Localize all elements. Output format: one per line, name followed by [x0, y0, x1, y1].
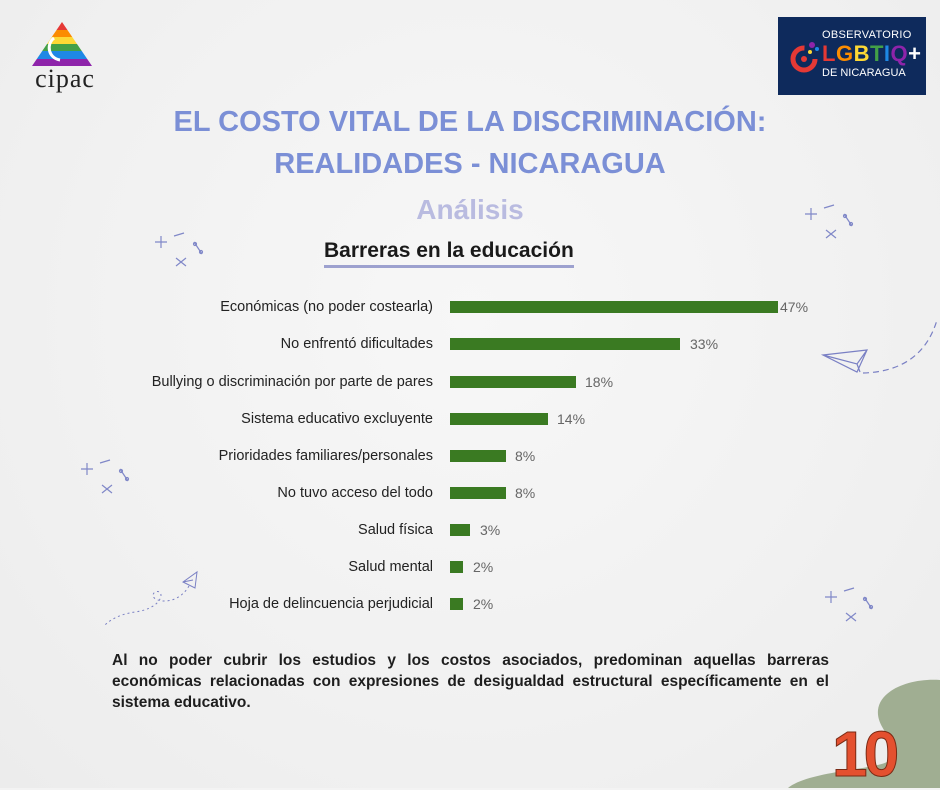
bar-label: Bullying o discriminación por parte de p…: [151, 374, 433, 390]
bar-value: 18%: [585, 374, 614, 390]
chart-row: Salud física 3%: [0, 520, 940, 540]
bar: [450, 413, 548, 425]
bar-value: 8%: [515, 485, 536, 501]
decorative-blob: [788, 679, 940, 788]
bar: [450, 450, 506, 462]
chart-row: No tuvo acceso del todo 8%: [0, 483, 940, 503]
chart-row: No enfrentó dificultades 33%: [0, 334, 940, 354]
bar-value: 33%: [690, 336, 719, 352]
bar: [450, 376, 576, 388]
paper-plane-icon: [105, 570, 198, 625]
chart-row: Sistema educativo excluyente 14%: [0, 409, 940, 429]
math-symbols-icon: [825, 587, 874, 622]
bar-label: No enfrentó dificultades: [280, 336, 433, 352]
bar-value: 2%: [473, 596, 494, 612]
bar: [450, 561, 463, 573]
page-number: 10: [831, 718, 899, 790]
page-title-line1: EL COSTO VITAL DE LA DISCRIMINACIÓN:: [173, 106, 767, 138]
paper-plane-icon: [820, 320, 938, 374]
bar-value: 14%: [557, 411, 586, 427]
page-subtitle: Análisis: [416, 194, 524, 225]
bar-label: Económicas (no poder costearla): [220, 299, 433, 315]
bar: [450, 487, 506, 499]
math-symbols-icon: [805, 204, 854, 239]
chart-row: Hoja de delincuencia perjudicial 2%: [0, 594, 940, 614]
bar-label: Salud mental: [348, 559, 433, 575]
bar: [450, 338, 680, 350]
bar: [450, 598, 463, 610]
math-symbols-icon: [155, 232, 204, 267]
analysis-note: Al no poder cubrir los estudios y los co…: [112, 652, 829, 711]
bar-value: 3%: [480, 522, 501, 538]
bar: [450, 301, 778, 313]
page-title-line2: REALIDADES - NICARAGUA: [274, 148, 666, 180]
bar-value: 47%: [780, 299, 809, 315]
logo-right-line2: LGBTIQ+: [822, 41, 922, 66]
logo-right-line3: DE NICARAGUA: [822, 67, 906, 79]
bar: [450, 524, 470, 536]
math-symbols-icon: [81, 459, 130, 494]
bar-label: Hoja de delincuencia perjudicial: [229, 596, 433, 612]
bar-value: 2%: [473, 559, 494, 575]
chart-row: Salud mental 2%: [0, 557, 940, 577]
logo-left-text: cipac: [35, 64, 95, 93]
bar-value: 8%: [515, 448, 536, 464]
bar-label: Sistema educativo excluyente: [241, 411, 433, 427]
bar-label: Prioridades familiares/personales: [218, 448, 433, 464]
observatorio-circle-icon: [790, 42, 819, 73]
logo-right-line1: OBSERVATORIO: [822, 29, 912, 41]
bar-label: Salud física: [358, 522, 433, 538]
chart-row: Económicas (no poder costearla) 47%: [0, 297, 940, 317]
chart-row: Prioridades familiares/personales 8%: [0, 446, 940, 466]
rainbow-triangle-icon: [32, 22, 92, 66]
cipac-logo: cipac: [22, 20, 102, 93]
observatorio-logo: OBSERVATORIO LGBTIQ+ DE NICARAGUA: [778, 17, 926, 95]
chart-title: Barreras en la educación: [324, 239, 574, 268]
bar-label: No tuvo acceso del todo: [277, 485, 433, 501]
chart-row: Bullying o discriminación por parte de p…: [0, 372, 940, 392]
